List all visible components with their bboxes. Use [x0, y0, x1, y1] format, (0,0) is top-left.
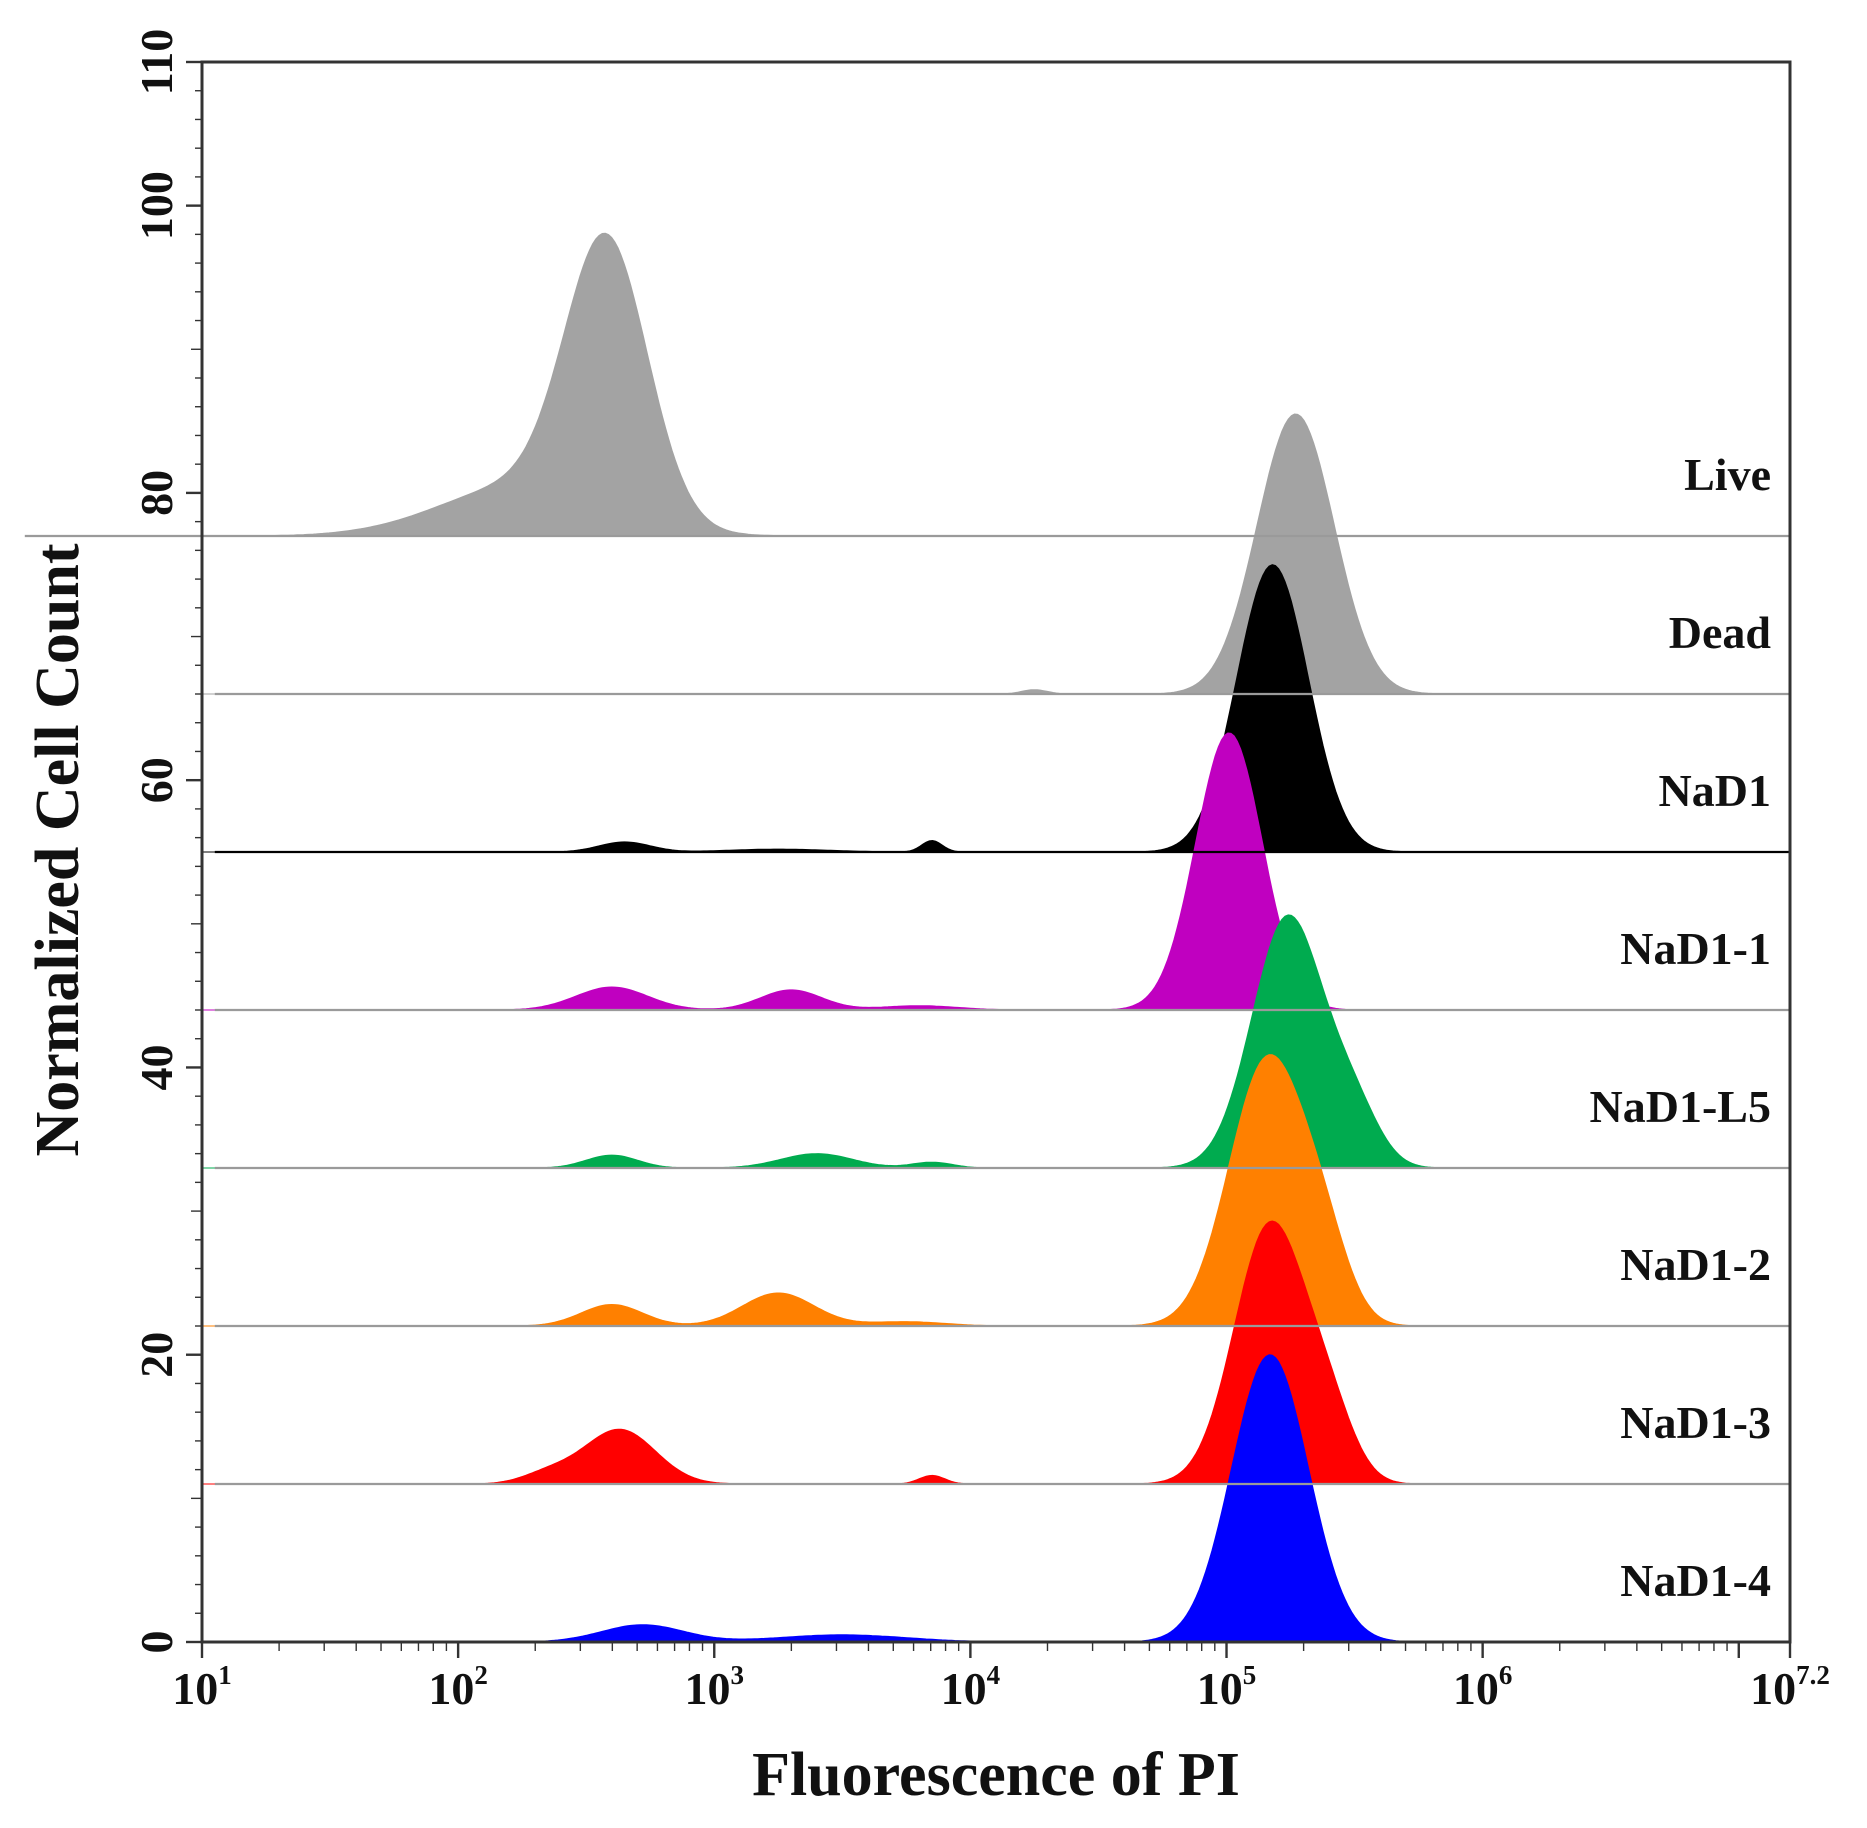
x-tick-label-10-1: 101: [172, 1660, 232, 1714]
series-labels: Live Dead NaD1 NaD1-1 NaD1-L5 NaD1-2 NaD1-3 NaD…: [1590, 449, 1772, 1606]
plot-frame: [200, 60, 1792, 1644]
axis-ticks: [186, 60, 1792, 1658]
y-axis-title: Normalized Cell Count: [24, 543, 92, 1156]
y-tick-label-80: 80: [131, 470, 182, 516]
series-label-nad1-l5: NaD1-L5: [1590, 1081, 1771, 1132]
y-tick-label-110: 110: [131, 29, 182, 95]
y-tick-label-100: 100: [131, 171, 182, 240]
y-tick-label-60: 60: [131, 757, 182, 803]
axis-tick-labels: 0 20 40 60 80 100 110 101 102 103 104 105 106 107.2: [131, 29, 1830, 1714]
series-label-dead: Dead: [1669, 607, 1772, 658]
x-tick-label-10-2: 102: [428, 1660, 488, 1714]
x-tick-label-10-5: 105: [1197, 1660, 1257, 1714]
series-label-live: Live: [1684, 449, 1771, 500]
x-axis-title: Fluorescence of PI: [752, 1741, 1240, 1809]
y-tick-label-0: 0: [131, 1631, 182, 1654]
y-tick-label-20: 20: [131, 1332, 182, 1378]
x-tick-label-10-4: 104: [941, 1660, 1001, 1714]
x-tick-label-10-7-2: 107.2: [1750, 1660, 1830, 1714]
series-label-nad1-3: NaD1-3: [1620, 1397, 1771, 1448]
y-tick-label-40: 40: [131, 1045, 182, 1091]
series-label-nad1-4: NaD1-4: [1620, 1555, 1771, 1606]
series-label-nad1: NaD1: [1659, 765, 1771, 816]
x-tick-label-10-6: 106: [1453, 1660, 1513, 1714]
series-label-nad1-1: NaD1-1: [1620, 923, 1771, 974]
x-tick-label-10-3: 103: [685, 1660, 745, 1714]
series-label-nad1-2: NaD1-2: [1620, 1239, 1771, 1290]
